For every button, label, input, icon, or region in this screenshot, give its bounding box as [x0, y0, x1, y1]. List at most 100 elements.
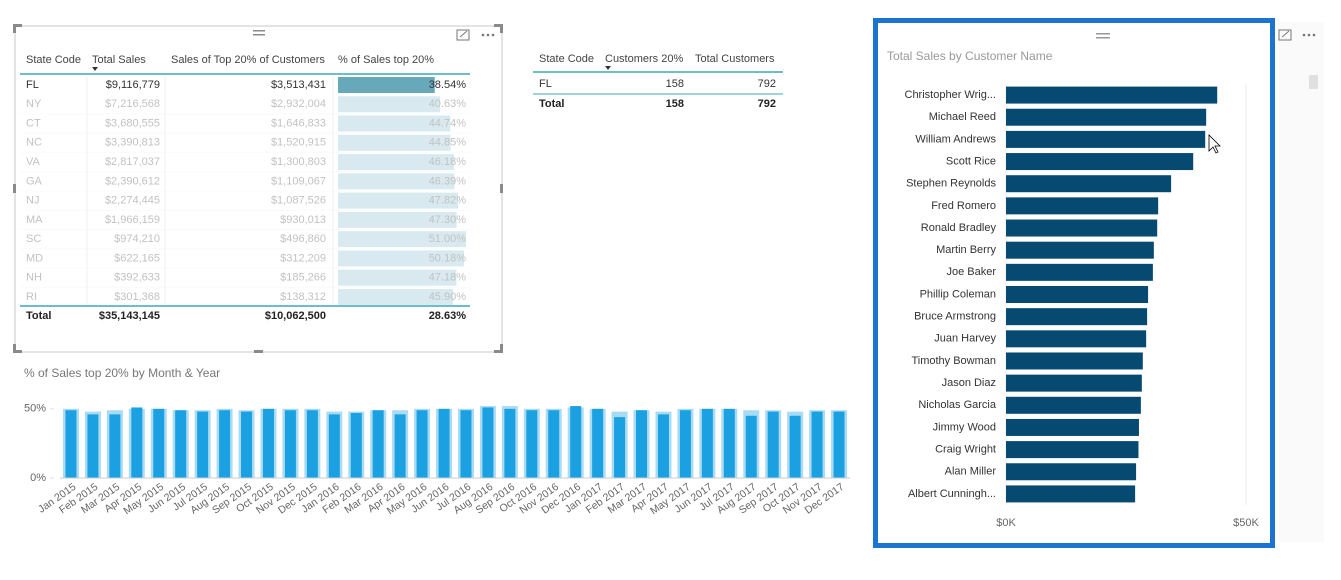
table-cell: $7,216,568 — [105, 98, 160, 110]
bar — [789, 415, 801, 478]
bar — [1006, 130, 1206, 148]
bar — [394, 414, 406, 478]
table-cell: 47.18% — [429, 272, 467, 284]
table-cell: 40.63% — [429, 98, 467, 110]
bar — [1006, 263, 1153, 281]
table-cell: $496,860 — [280, 233, 326, 245]
table-cell: 44.74% — [429, 117, 467, 129]
bar — [723, 408, 735, 478]
table-cell: $185,266 — [280, 272, 326, 284]
column-header: State Code — [539, 53, 594, 65]
bar — [1006, 352, 1143, 370]
bar — [701, 408, 713, 478]
mouse-cursor — [1208, 134, 1221, 154]
y-tick-label: Michael Reed — [929, 111, 996, 123]
bar — [1006, 86, 1218, 104]
table-cell: GA — [26, 175, 43, 187]
bar — [767, 411, 779, 478]
sort-indicator — [605, 66, 611, 70]
bar — [745, 415, 757, 478]
chart-title: % of Sales top 20% by Month & Year — [24, 366, 220, 380]
x-tick-label: $50K — [1233, 517, 1259, 529]
bar — [1006, 308, 1148, 326]
data-bar — [338, 192, 459, 209]
bar — [833, 411, 845, 478]
scrollbar[interactable] — [1309, 75, 1318, 89]
table-row: NH $392,633 $185,266 47.18% — [20, 269, 470, 288]
y-tick-label: 50% — [24, 403, 46, 415]
bar — [65, 410, 77, 478]
bar — [241, 411, 253, 478]
bar — [570, 406, 582, 478]
bar — [284, 410, 296, 478]
table-cell: NY — [26, 98, 42, 110]
column-header: Total Customers — [695, 53, 775, 65]
bar — [197, 411, 209, 478]
table-cell: SC — [26, 233, 41, 245]
y-tick-label: Nicholas Garcia — [918, 399, 997, 411]
y-tick-label: William Andrews — [915, 133, 996, 145]
table-cell: 51.00% — [429, 233, 467, 245]
table-cell: $3,390,813 — [105, 137, 160, 149]
bar — [175, 410, 187, 478]
table-cell: $930,013 — [280, 214, 326, 226]
y-tick-label: Christopher Wrig... — [905, 89, 997, 101]
y-tick-label: Martin Berry — [936, 244, 996, 256]
data-bar — [338, 115, 451, 132]
table-cell: $1,646,833 — [271, 117, 326, 129]
data-bar — [338, 250, 464, 267]
total-cell: Total — [539, 98, 564, 110]
table-cell: $2,817,037 — [105, 156, 160, 168]
table-cell: 46.39% — [429, 175, 467, 187]
table-cell: 158 — [666, 78, 684, 90]
y-tick-label: Ronald Bradley — [921, 222, 997, 234]
y-tick-label: Phillip Coleman — [920, 288, 996, 300]
table-cell: RI — [26, 291, 37, 303]
total-cell: 28.63% — [429, 310, 467, 322]
side-icons[interactable] — [1278, 29, 1316, 41]
bar — [526, 410, 538, 478]
total-cell: $35,143,145 — [99, 310, 160, 322]
table-cell: $312,209 — [280, 252, 326, 264]
bar — [482, 407, 494, 478]
bar — [679, 410, 691, 478]
table-cell: $1,300,803 — [271, 156, 326, 168]
bar — [1006, 374, 1142, 392]
bar — [262, 408, 274, 478]
table-cell: FL — [26, 79, 39, 91]
column-header: % of Sales top 20% — [338, 54, 434, 66]
data-bar — [338, 173, 455, 190]
bar — [1006, 241, 1154, 259]
table-row: GA $2,390,612 $1,109,067 46.39% — [20, 173, 470, 192]
column-header: State Code — [26, 54, 81, 66]
bar — [1006, 197, 1159, 215]
y-tick-label: Albert Cunningh... — [908, 488, 996, 500]
bar — [109, 414, 121, 478]
table-cell: $392,633 — [114, 272, 160, 284]
table-cell: $1,087,526 — [271, 195, 326, 207]
total-cell: 792 — [758, 98, 776, 110]
y-tick-label: Stephen Reynolds — [906, 178, 996, 190]
table-row: SC $974,210 $496,860 51.00% — [20, 231, 470, 250]
table-row: NY $7,216,568 $2,932,004 40.63% — [20, 96, 470, 115]
table-cell: $2,274,445 — [105, 195, 160, 207]
bar — [131, 407, 143, 478]
y-tick-label: Juan Harvey — [934, 333, 996, 345]
y-tick-label: Alan Miller — [945, 466, 997, 478]
table-cell: MA — [26, 214, 43, 226]
y-tick-label: Jimmy Wood — [933, 421, 996, 433]
visual-header-icons[interactable] — [456, 29, 495, 41]
bar — [328, 414, 340, 478]
data-bar — [338, 96, 440, 113]
y-tick-label: Scott Rice — [946, 155, 996, 167]
bar — [350, 412, 362, 478]
bar — [1006, 418, 1139, 436]
table-cell: MD — [26, 252, 43, 264]
table-cell: 47.30% — [429, 214, 467, 226]
table-cell: $301,368 — [114, 291, 160, 303]
total-cell: $10,062,500 — [265, 310, 326, 322]
data-bar — [338, 134, 451, 151]
total-cell: 158 — [666, 98, 684, 110]
bar — [87, 414, 99, 478]
